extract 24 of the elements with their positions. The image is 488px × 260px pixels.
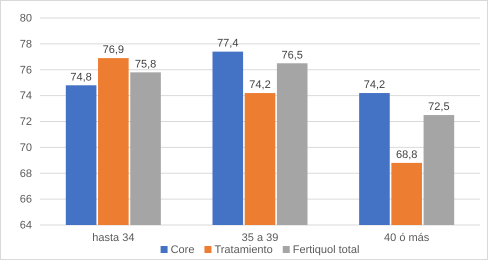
y-tick-label: 76 (20, 64, 32, 76)
y-tick-label: 74 (20, 90, 32, 102)
y-tick-label: 68 (20, 168, 32, 180)
y-tick-label: 78 (20, 38, 32, 50)
legend-label: Tratamiento (214, 244, 273, 256)
data-label: 76,9 (102, 44, 124, 56)
y-tick-label: 80 (20, 12, 32, 25)
data-label: 76,5 (282, 49, 303, 62)
data-label: 77,4 (217, 38, 238, 50)
y-tick-label: 72 (20, 116, 32, 128)
data-label: 74,2 (249, 79, 271, 92)
legend-label: Core (170, 244, 194, 256)
data-label: 75,8 (134, 58, 156, 70)
x-tick-label: 35 a 39 (242, 232, 278, 244)
x-tick-label: 40 ó más (384, 232, 430, 244)
data-label: 74,8 (70, 71, 92, 84)
legend-label: Fertiquol total (292, 244, 360, 256)
y-tick-label: 64 (20, 220, 32, 232)
y-tick-label: 70 (20, 142, 32, 154)
y-tick-label: 66 (20, 194, 32, 206)
data-label: 68,8 (396, 148, 418, 161)
x-tick-label: hasta 34 (92, 232, 134, 244)
data-label: 72,5 (428, 101, 450, 114)
data-label: 74,2 (364, 79, 386, 92)
